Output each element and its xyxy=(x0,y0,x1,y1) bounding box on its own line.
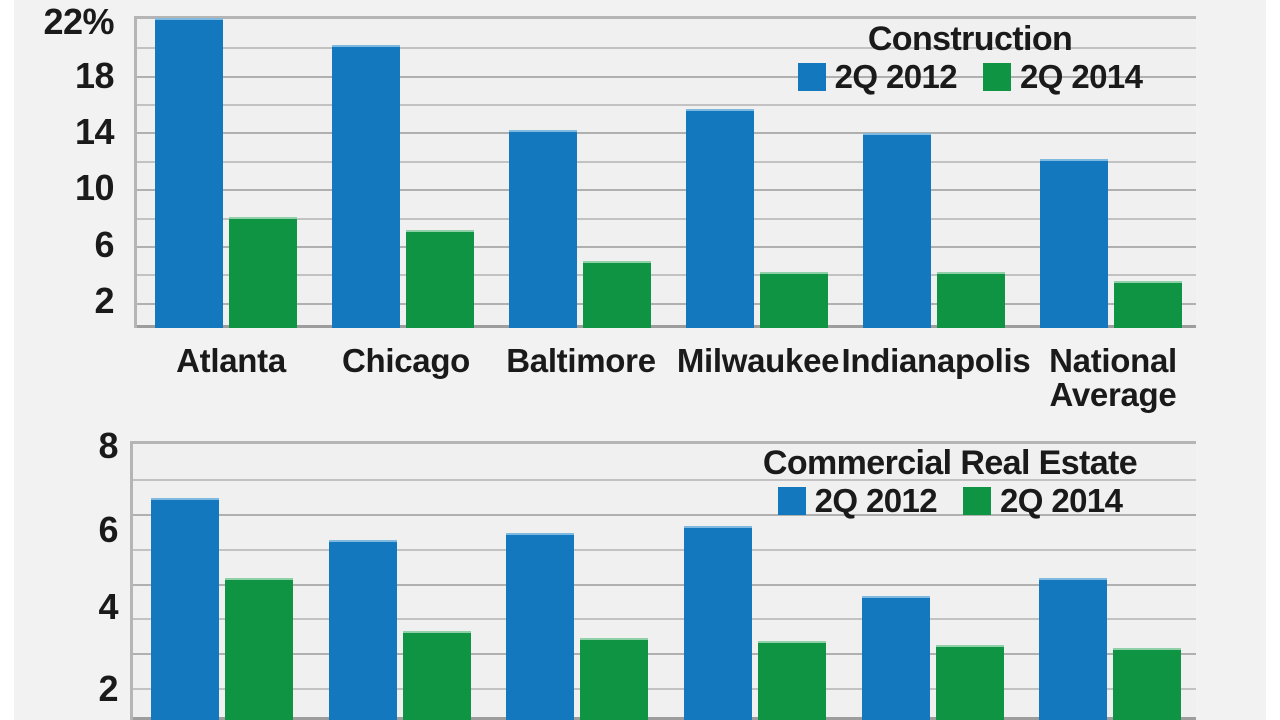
y-tick-label: 4 xyxy=(98,586,118,627)
bar-baltimore-2q-2014 xyxy=(580,638,648,720)
x-axis-label-national-average: National Average xyxy=(1049,342,1177,413)
gridline xyxy=(133,618,1196,620)
bar-atlanta-2q-2012 xyxy=(155,18,223,328)
bar-indianapolis-2q-2012 xyxy=(863,133,931,328)
gridline xyxy=(133,584,1196,586)
legend-label: 2Q 2012 xyxy=(834,58,958,95)
x-axis-baseline xyxy=(133,717,1196,720)
bar-chicago-2q-2014 xyxy=(406,230,474,328)
bar-national-average-2q-2012 xyxy=(1040,159,1108,328)
y-tick-label: 8 xyxy=(98,425,118,466)
legend-label: 2Q 2014 xyxy=(1020,58,1143,95)
bar-indianapolis-2q-2014 xyxy=(937,272,1005,328)
x-axis-label-baltimore: Baltimore xyxy=(506,342,656,379)
legend-title: Commercial Real Estate xyxy=(762,444,1138,482)
legend-title: Construction xyxy=(867,20,1073,58)
legend-item-2q-2014: 2Q 2014 xyxy=(983,58,1143,95)
y-tick-label: 2 xyxy=(98,668,118,709)
y-tick-label: 10 xyxy=(74,167,115,208)
gridline xyxy=(137,76,1196,78)
bar-milwaukee-2q-2014 xyxy=(758,641,826,720)
construction-legend: Construction 2Q 2012 2Q 2014 xyxy=(730,22,1210,93)
x-axis-baseline xyxy=(137,325,1196,328)
right-margin-strip xyxy=(1266,0,1280,720)
bar-baltimore-2q-2012 xyxy=(509,130,577,328)
y-tick-label: 6 xyxy=(94,224,114,265)
y-tick-label: 2 xyxy=(94,280,114,321)
x-axis-label-indianapolis: Indianapolis xyxy=(841,342,1031,379)
bar-chicago-2q-2012 xyxy=(332,45,400,328)
bar-national-average-2q-2014 xyxy=(1113,648,1181,720)
bar-indianapolis-2q-2014 xyxy=(936,645,1004,720)
gridline xyxy=(137,104,1196,106)
legend-swatch-blue-icon xyxy=(777,486,806,515)
gridline xyxy=(133,514,1196,516)
bar-atlanta-2q-2014 xyxy=(229,217,297,328)
legend-swatch-blue-icon xyxy=(797,62,826,91)
gridline xyxy=(133,688,1196,690)
gridline xyxy=(137,218,1196,220)
legend-swatch-green-icon xyxy=(963,486,991,515)
legend-swatch-green-icon xyxy=(983,62,1011,91)
bar-chicago-2q-2014 xyxy=(403,631,471,720)
bar-milwaukee-2q-2012 xyxy=(686,109,754,328)
bar-milwaukee-2q-2014 xyxy=(760,272,828,328)
gridline xyxy=(137,189,1196,191)
y-tick-label: 18 xyxy=(74,55,115,96)
x-axis-label-milwaukee: Milwaukee xyxy=(676,342,840,379)
bar-atlanta-2q-2014 xyxy=(225,578,293,720)
bar-baltimore-2q-2014 xyxy=(583,261,651,328)
gridline xyxy=(133,479,1196,481)
gridline xyxy=(137,246,1196,248)
commercial-real-estate-plot-area xyxy=(130,441,1196,720)
gridline xyxy=(137,47,1196,49)
commercial-real-estate-legend: Commercial Real Estate 2Q 2012 2Q 2014 xyxy=(690,446,1210,517)
construction-plot-area xyxy=(134,16,1196,328)
legend-label: 2Q 2012 xyxy=(814,482,938,519)
left-margin-strip xyxy=(0,0,14,720)
bar-milwaukee-2q-2012 xyxy=(684,526,752,720)
gridline xyxy=(137,303,1196,305)
gridline xyxy=(137,161,1196,163)
bar-chicago-2q-2012 xyxy=(329,540,397,720)
legend-item-2q-2012: 2Q 2012 xyxy=(777,482,938,519)
legend-item-2q-2014: 2Q 2014 xyxy=(963,482,1123,519)
gridline xyxy=(133,653,1196,655)
y-tick-label: 6 xyxy=(98,509,118,550)
gridline xyxy=(137,274,1196,276)
x-axis-label-atlanta: Atlanta xyxy=(176,342,286,379)
y-tick-label: 14 xyxy=(74,111,115,152)
y-tick-label: 22% xyxy=(43,1,114,42)
gridline xyxy=(137,132,1196,134)
bar-atlanta-2q-2012 xyxy=(151,498,219,720)
legend-label: 2Q 2014 xyxy=(1000,482,1123,519)
x-axis-label-chicago: Chicago xyxy=(341,342,471,379)
bar-baltimore-2q-2012 xyxy=(506,533,574,720)
bar-indianapolis-2q-2012 xyxy=(862,596,930,720)
bar-national-average-2q-2012 xyxy=(1039,578,1107,720)
gridline xyxy=(133,549,1196,551)
bar-national-average-2q-2014 xyxy=(1114,281,1182,328)
legend-item-2q-2012: 2Q 2012 xyxy=(797,58,958,95)
